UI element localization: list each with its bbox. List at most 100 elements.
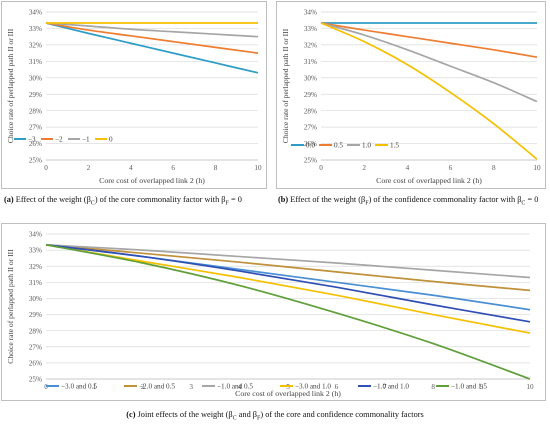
chart-b-legend-label-1: 0.5 [334, 142, 343, 150]
chart-a-ytick-label: 27% [29, 124, 42, 132]
chart-b-ytick-label: 33% [304, 25, 317, 33]
caption-c-text-3: ) of the core and confidence commonality… [260, 410, 424, 419]
chart-b-ytick-label: 28% [304, 107, 317, 115]
chart-a-svg: 25% 26% 27% 28% 29% 30% 31% 32% 33% 34% 0 2 4 6 8 10 Cor… [6, 9, 262, 185]
caption-a-text-3: = 0 [228, 195, 242, 204]
chart-panel-c: 25%26%27%28%29%30%31%32%33%34%0123456789… [1, 223, 546, 401]
chart-a-ytick-label: 26% [29, 140, 42, 148]
chart-c-xtick-label: 6 [335, 383, 339, 391]
caption-b-sub-1: F [365, 200, 369, 207]
caption-c: (c) Joint effects of the weight (βC and … [0, 410, 550, 422]
chart-c-ytick-label: 27% [29, 343, 42, 351]
chart-c-y-axis-title: Choice rate of perlapped path II or III [6, 249, 15, 364]
caption-a-sub-2: F [225, 200, 229, 207]
chart-c-series-line-5 [45, 243, 531, 380]
chart-b-ytick-label: 27% [304, 124, 317, 132]
chart-c-legend-label-2: −1.0 and 0.5 [217, 383, 253, 391]
chart-b-ytick-label: 29% [304, 91, 317, 99]
chart-a-legend-label-0: −3 [28, 136, 36, 144]
chart-c-xtick-label: 7 [383, 383, 387, 391]
caption-b-label: (b) [278, 195, 289, 204]
chart-b-xtick-label: 6 [449, 164, 453, 172]
chart-a-legend-label-1: −2 [55, 136, 63, 144]
chart-c-series-line-1 [45, 243, 531, 292]
chart-c-x-axis-title: Core cost of overlapped link 2 (h) [235, 389, 341, 398]
chart-c-ytick-label: 25% [29, 376, 42, 384]
chart-b-series-line-1 [320, 22, 538, 59]
chart-a-legend-label-3: 0 [109, 136, 113, 144]
chart-a-series-line-0 [45, 22, 259, 74]
caption-a: (a) Effect of the weight (βC) of the cor… [4, 195, 242, 207]
chart-c-xtick-label: 1 [93, 383, 97, 391]
chart-b-xtick-label: 10 [533, 164, 541, 172]
chart-c-legend-label-1: −2.0 and 0.5 [139, 383, 175, 391]
chart-c-ytick-label: 28% [29, 327, 42, 335]
caption-a-sub-1: C [90, 200, 95, 207]
chart-a-ytick-label: 30% [29, 74, 42, 82]
chart-panel-a: 25% 26% 27% 28% 29% 30% 31% 32% 33% 34% 0 2 4 6 8 10 Cor… [1, 1, 267, 189]
chart-c-legend-label-3: −3.0 and 1.0 [295, 383, 331, 391]
chart-c-legend-label-0: −3.0 and 0.5 [61, 383, 97, 391]
chart-c-ytick-label: 32% [29, 263, 42, 271]
chart-a-x-axis-title: Core cost of overlapped link 2 (h) [99, 176, 205, 185]
chart-a-xtick-label: 6 [171, 164, 175, 172]
chart-panel-b: 25% 26% 27% 28% 29% 30% 31% 32% 33% 34% 0 2 4 6 8 10 Cor… [276, 1, 546, 189]
chart-b-xtick-label: 0 [319, 164, 323, 172]
chart-b-svg: 25% 26% 27% 28% 29% 30% 31% 32% 33% 34% 0 2 4 6 8 10 Cor… [281, 9, 541, 185]
chart-c-series-line-3 [45, 243, 531, 334]
chart-b-ytick-label: 30% [304, 74, 317, 82]
chart-a-xtick-label: 2 [87, 164, 91, 172]
chart-c-legend-label-4: −1.0 and 1.0 [373, 383, 409, 391]
chart-b-legend-label-3: 1.5 [390, 142, 399, 150]
chart-c-svg: 25%26%27%28%29%30%31%32%33%34%0123456789… [6, 231, 534, 398]
chart-b-x-axis-title: Core cost of overlapped link 2 (h) [376, 176, 482, 185]
chart-a-xtick-label: 8 [214, 164, 218, 172]
chart-a-xtick-label: 0 [44, 164, 48, 172]
chart-c-ytick-label: 34% [29, 231, 42, 239]
chart-c-ytick-label: 30% [29, 295, 42, 303]
chart-a-xtick-label: 10 [254, 164, 262, 172]
chart-c-xtick-label: 9 [480, 383, 484, 391]
chart-c-legend-label-5: −1.0 and 1.5 [451, 383, 487, 391]
caption-a-label: (a) [4, 195, 14, 204]
chart-a-xtick-label: 4 [129, 164, 133, 172]
caption-a-text-1: Effect of the weight (β [15, 195, 91, 204]
caption-c-sub-2: F [257, 415, 261, 422]
chart-a-ytick-label: 32% [29, 41, 42, 49]
caption-c-sub-1: C [232, 415, 237, 422]
chart-c-ytick-label: 26% [29, 359, 42, 367]
chart-b-xtick-label: 2 [362, 164, 366, 172]
chart-c-xtick-label: 4 [238, 383, 242, 391]
caption-b-sub-2: C [521, 200, 526, 207]
caption-c-text-1: Joint effects of the weight (β [137, 410, 233, 419]
chart-a-series-line-1 [45, 22, 259, 54]
caption-b-text-3: = 0 [525, 195, 539, 204]
caption-b: (b) Effect of the weight (βF) of the con… [278, 195, 538, 207]
caption-c-label: (c) [126, 410, 136, 419]
chart-a-ytick-label: 29% [29, 91, 42, 99]
chart-c-xtick-label: 3 [189, 383, 193, 391]
chart-b-ytick-label: 34% [304, 9, 317, 17]
caption-c-text-2: and β [236, 410, 258, 419]
chart-c-ytick-label: 31% [29, 279, 42, 287]
chart-c-series-line-2 [45, 243, 531, 279]
chart-a-ytick-label: 31% [29, 58, 42, 66]
chart-c-series-line-4 [45, 243, 531, 323]
chart-b-xtick-label: 4 [406, 164, 410, 172]
chart-c-series-line-0 [45, 243, 531, 311]
chart-b-legend-label-2: 1.0 [362, 142, 371, 150]
chart-b-series-line-3 [320, 22, 538, 160]
chart-c-ytick-label: 29% [29, 311, 42, 319]
chart-a-ytick-label: 33% [29, 25, 42, 33]
chart-b-ytick-label: 31% [304, 58, 317, 66]
chart-b-ytick-label: 26% [304, 140, 317, 148]
chart-c-ytick-label: 33% [29, 247, 42, 255]
chart-b-xtick-label: 8 [492, 164, 496, 172]
chart-a-ytick-label: 25% [29, 157, 42, 165]
chart-a-ytick-label: 28% [29, 107, 42, 115]
chart-a-legend-label-2: −1 [82, 136, 90, 144]
chart-b-ytick-label: 25% [304, 157, 317, 165]
chart-c-xtick-label: 8 [431, 383, 435, 391]
chart-c-xtick-label: 2 [141, 383, 145, 391]
